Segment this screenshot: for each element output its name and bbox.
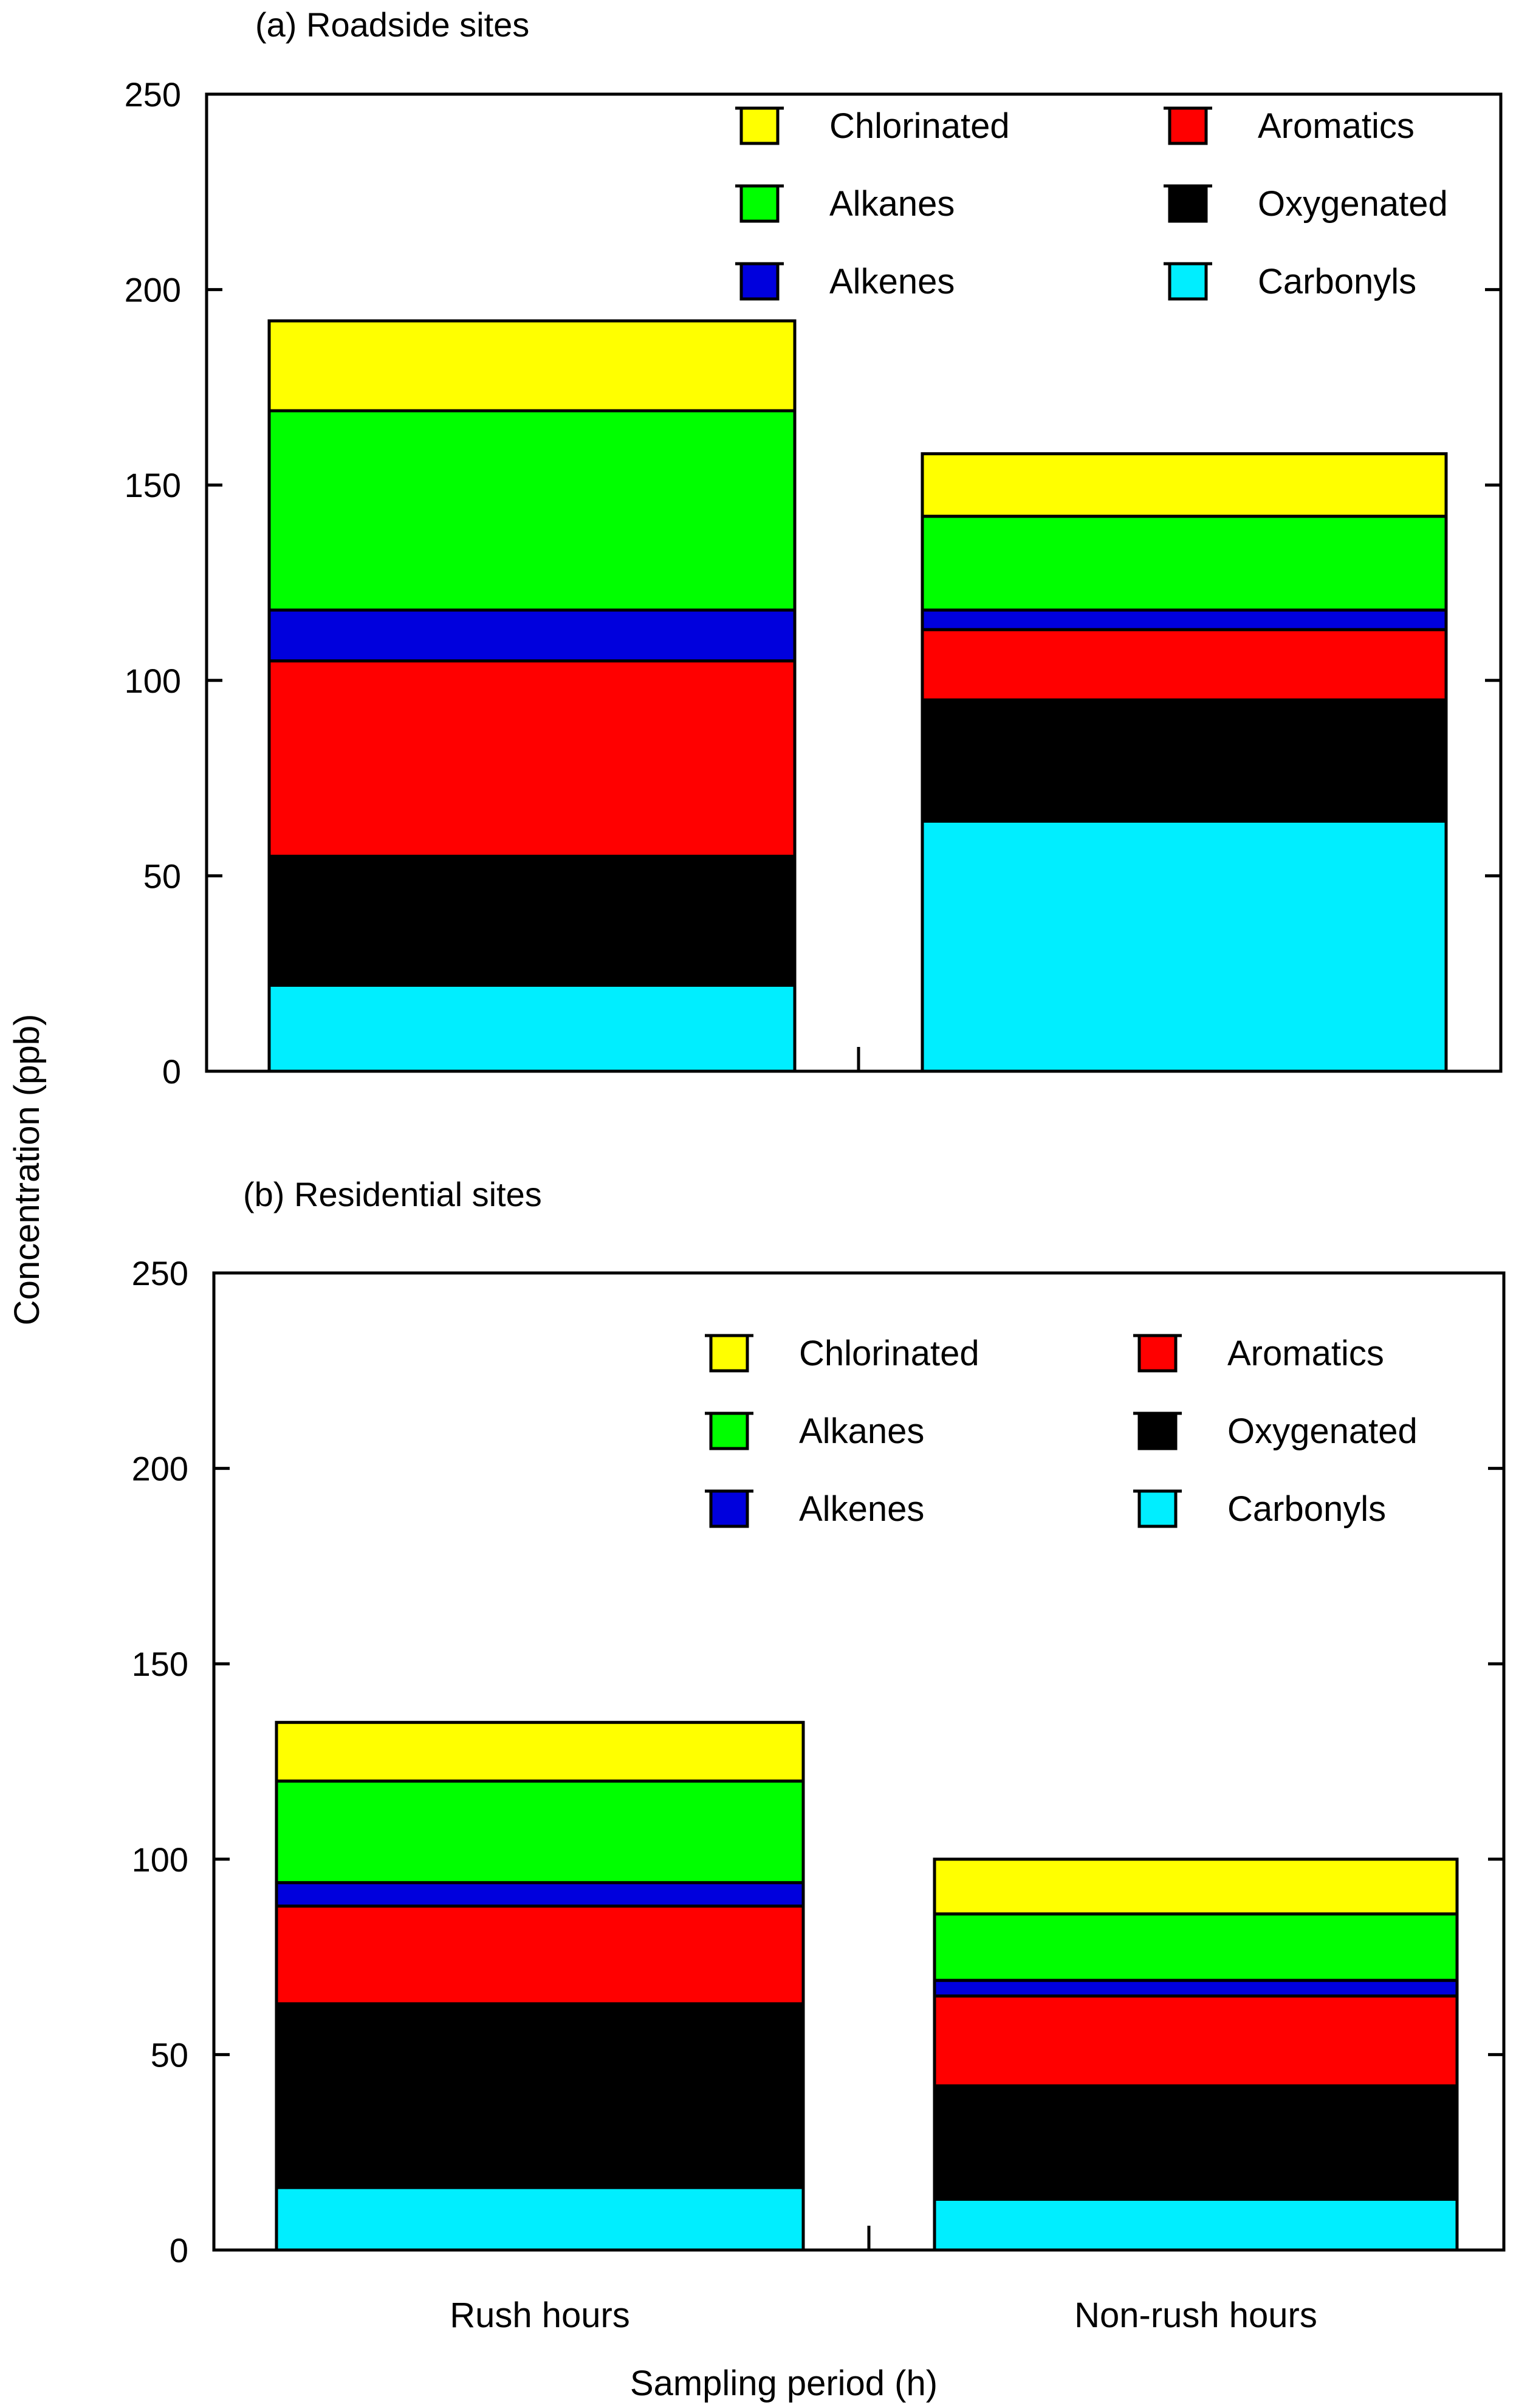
bar-alkanes-rush-hours — [267, 409, 797, 612]
y-tick-label: 0 — [170, 2231, 188, 2269]
bar-alkanes-non-rush-hours — [933, 1912, 1459, 1982]
y-tick-label: 150 — [125, 466, 181, 504]
legend-swatch-chlorinated — [739, 106, 780, 145]
y-tick-label: 150 — [132, 1645, 188, 1683]
legend-swatch-alkanes — [739, 184, 780, 223]
bar-alkanes-rush-hours — [275, 1779, 805, 1884]
legend-swatch-alkenes — [709, 1489, 749, 1528]
y-tick-label: 200 — [132, 1450, 188, 1488]
legend-label-carbonyls: Carbonyls — [1258, 262, 1416, 301]
bar-oxygenated-rush-hours — [267, 854, 797, 987]
legend-label-aromatics: Aromatics — [1227, 1334, 1384, 1373]
bar-chlorinated-rush-hours — [267, 319, 797, 413]
legend-swatch-aromatics — [1168, 106, 1208, 145]
y-tick-label: 250 — [125, 75, 181, 114]
legend-label-chlorinated: Chlorinated — [799, 1334, 979, 1373]
bar-alkenes-rush-hours — [275, 1881, 805, 1908]
bar-oxygenated-rush-hours — [275, 2002, 805, 2189]
legend-label-alkenes: Alkenes — [829, 262, 955, 301]
legend-swatch-aromatics — [1137, 1334, 1178, 1373]
y-tick-label: 50 — [151, 2036, 188, 2074]
legend-swatch-carbonyls — [1168, 262, 1208, 301]
bar-alkenes-rush-hours — [267, 608, 797, 663]
category-label-non-rush-hours: Non-rush hours — [1074, 2296, 1317, 2335]
legend-swatch-carbonyls — [1137, 1489, 1178, 1528]
bar-chlorinated-rush-hours — [275, 1721, 805, 1783]
y-tick-label: 100 — [132, 1840, 188, 1879]
bar-aromatics-non-rush-hours — [933, 1994, 1459, 2088]
bar-chlorinated-non-rush-hours — [921, 452, 1448, 518]
legend-swatch-alkanes — [709, 1412, 749, 1450]
legend-label-carbonyls: Carbonyls — [1227, 1489, 1386, 1529]
y-tick-label: 200 — [125, 271, 181, 309]
legend-swatch-oxygenated — [1137, 1412, 1178, 1450]
bar-carbonyls-non-rush-hours — [921, 819, 1448, 1073]
y-tick-label: 250 — [132, 1254, 188, 1292]
bar-alkanes-non-rush-hours — [921, 515, 1448, 612]
bar-alkenes-non-rush-hours — [933, 1978, 1459, 1998]
bar-carbonyls-rush-hours — [275, 2186, 805, 2252]
bar-carbonyls-rush-hours — [267, 983, 797, 1073]
plot-frame — [212, 1271, 1506, 2252]
legend-label-aromatics: Aromatics — [1258, 106, 1415, 146]
legend-swatch-chlorinated — [709, 1334, 749, 1373]
legend-label-alkenes: Alkenes — [799, 1489, 924, 1529]
y-tick-label: 100 — [125, 662, 181, 700]
bar-aromatics-non-rush-hours — [921, 628, 1448, 702]
bar-aromatics-rush-hours — [275, 1904, 805, 2006]
bar-chlorinated-non-rush-hours — [933, 1857, 1459, 1916]
legend-label-alkanes: Alkanes — [799, 1412, 924, 1451]
plot-frame — [205, 92, 1503, 1073]
legend-label-oxygenated: Oxygenated — [1227, 1412, 1418, 1451]
legend-label-oxygenated: Oxygenated — [1258, 184, 1448, 224]
chart-title: (a) Roadside sites — [255, 5, 529, 44]
bar-oxygenated-non-rush-hours — [921, 698, 1448, 823]
category-label-rush-hours: Rush hours — [450, 2296, 630, 2335]
bar-carbonyls-non-rush-hours — [933, 2197, 1459, 2252]
y-tick-label: 50 — [143, 857, 181, 895]
panel-residential: (b) Residential sites Rush hours Non-rush … — [132, 1175, 1506, 2335]
x-axis-label: Sampling period (h) — [630, 2364, 938, 2403]
y-axis-label: Concentration (ppb) — [7, 1014, 47, 1326]
chart-title: (b) Residential sites — [243, 1175, 542, 1213]
legend-label-chlorinated: Chlorinated — [829, 106, 1010, 146]
bar-oxygenated-non-rush-hours — [933, 2084, 1459, 2201]
panel-roadside: (a) Roadside sites 0 50 100 150 200 250 Chlorin… — [125, 5, 1503, 1091]
y-tick-label: 0 — [162, 1052, 181, 1091]
legend-label-alkanes: Alkanes — [829, 184, 955, 224]
bar-aromatics-rush-hours — [267, 659, 797, 858]
legend-swatch-alkenes — [739, 262, 780, 301]
bar-alkenes-non-rush-hours — [921, 608, 1448, 631]
legend-swatch-oxygenated — [1168, 184, 1208, 223]
